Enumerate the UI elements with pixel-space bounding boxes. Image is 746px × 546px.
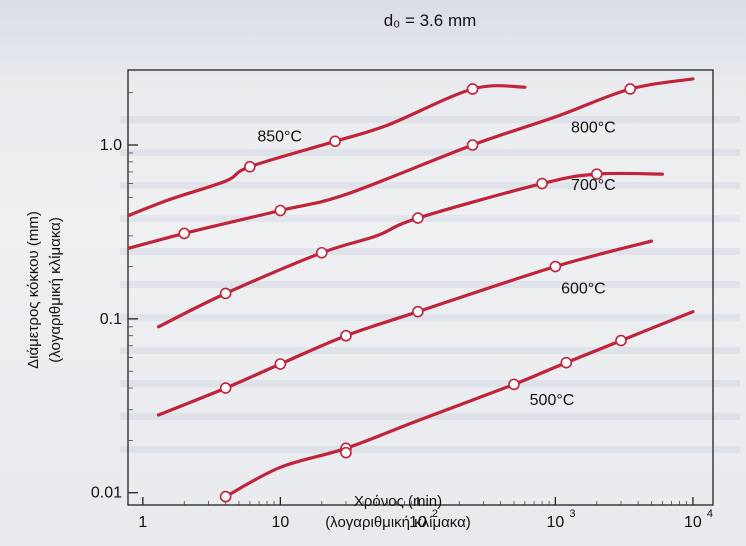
data-point	[615, 334, 627, 347]
series-label: 500°C	[530, 392, 575, 409]
series-line	[128, 77, 695, 251]
data-point	[178, 227, 191, 240]
x-axis-sublabel: (λογαριθμική κλίμακα)	[325, 514, 471, 531]
data-point	[412, 305, 424, 318]
x-tick-label: 10	[546, 514, 564, 531]
x-tick-label: 10	[684, 514, 702, 531]
data-point	[315, 246, 328, 259]
x-tick-exponent: 4	[707, 508, 713, 520]
data-point	[219, 382, 232, 394]
data-point	[549, 260, 562, 273]
top-text: d₀ = 3.6 mm	[384, 11, 477, 30]
x-tick-label: 10	[409, 514, 427, 531]
series-label: 700°C	[571, 177, 616, 194]
x-axis-ticks: 1 10 10 2 10 3 10 4	[138, 497, 713, 531]
series-annotations: 850°C 800°C 700°C 600°C 500°C	[257, 120, 615, 409]
y-tick-label: 0.1	[100, 311, 122, 328]
data-point	[274, 204, 287, 217]
series-lines	[128, 77, 695, 499]
background-header-band	[0, 0, 746, 78]
outlier-point	[340, 446, 352, 459]
data-point	[329, 135, 341, 148]
x-tick-exponent: 2	[432, 508, 438, 520]
y-axis-label: Διάμετρος κόκκου (mm)	[25, 211, 42, 369]
data-point	[340, 329, 352, 342]
y-tick-label: 0.01	[91, 485, 122, 502]
x-tick-label: 10	[271, 514, 289, 531]
data-point	[466, 139, 479, 151]
series-label: 800°C	[571, 120, 616, 137]
data-point	[536, 177, 548, 190]
y-axis-ticks: 0.01 0.1 1.0	[91, 92, 138, 502]
series-line	[156, 239, 654, 417]
data-point	[219, 287, 232, 300]
plot-frame	[127, 69, 714, 506]
x-tick-exponent: 3	[569, 508, 575, 520]
series-line	[156, 171, 664, 329]
series-line	[224, 310, 695, 499]
data-point	[466, 83, 479, 95]
data-point	[590, 168, 603, 180]
data-point	[560, 356, 573, 369]
data-point	[219, 490, 232, 503]
x-axis-label: Χρόνος (min)	[354, 493, 442, 510]
y-tick-label: 1.0	[100, 137, 122, 154]
y-axis-sublabel: (λογαριθμική κλίμακα)	[47, 217, 64, 363]
data-point	[412, 212, 424, 224]
series-label: 850°C	[257, 128, 302, 145]
data-point	[508, 378, 520, 391]
background-text-bleed	[120, 90, 740, 470]
data-point	[624, 83, 637, 95]
series-line	[128, 84, 527, 218]
series-label: 600°C	[561, 280, 606, 297]
x-tick-label: 1	[138, 514, 147, 531]
data-point	[244, 160, 256, 173]
data-point	[274, 358, 287, 370]
series-markers	[178, 83, 637, 503]
